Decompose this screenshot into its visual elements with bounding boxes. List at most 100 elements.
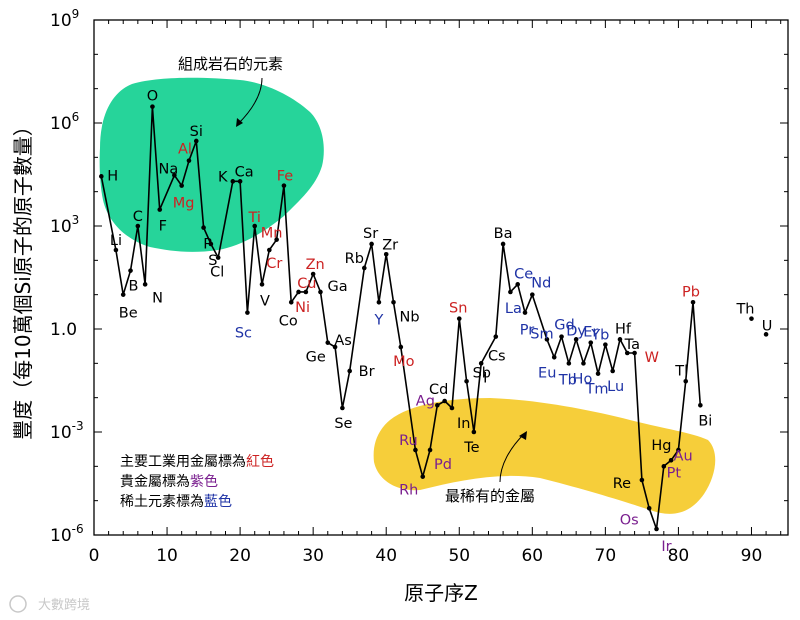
label-eu: Eu <box>538 365 556 381</box>
label-si: Si <box>190 124 203 140</box>
point-ta <box>624 350 630 356</box>
label-v: V <box>260 293 270 309</box>
point-si <box>193 138 199 144</box>
rock-forming-region <box>99 77 324 252</box>
point-bi <box>698 402 703 408</box>
label-nb: Nb <box>400 309 420 325</box>
point-rh <box>420 474 426 479</box>
x-tick-label: 40 <box>375 546 397 566</box>
point-u <box>763 332 769 337</box>
label-la: La <box>505 301 522 317</box>
point-er <box>588 340 594 345</box>
abundance-line <box>100 105 702 530</box>
label-na: Na <box>158 161 178 177</box>
label-ti: Ti <box>247 210 260 226</box>
label-rh: Rh <box>399 483 418 499</box>
watermark: 大數跨境 <box>9 595 90 613</box>
point-zr <box>383 251 389 257</box>
label-yb: Yb <box>590 328 609 344</box>
label-mo: Mo <box>393 354 415 370</box>
label-i: I <box>483 370 487 386</box>
label-lu: Lu <box>607 379 624 395</box>
label-w: W <box>645 350 659 366</box>
label-p: P <box>203 237 212 253</box>
label-b: B <box>129 279 139 295</box>
point-tl <box>683 378 689 384</box>
label-se: Se <box>334 416 352 432</box>
point-ni <box>296 289 301 295</box>
label-fe: Fe <box>277 169 294 185</box>
point-sb <box>464 378 469 384</box>
point-as <box>332 344 338 350</box>
x-tick-label: 60 <box>521 546 543 566</box>
point-na <box>172 172 177 178</box>
label-cl: Cl <box>210 265 224 281</box>
point-ho <box>581 361 586 366</box>
label-pt: Pt <box>667 465 682 481</box>
point-se <box>340 405 345 411</box>
label-ga: Ga <box>327 279 347 295</box>
plot-frame <box>93 19 789 536</box>
point-rb <box>361 265 367 271</box>
y-axis-title: 豐度（每10萬個Si原子的原子數量） <box>11 116 35 440</box>
y-tick-label: 103 <box>50 213 79 237</box>
point-ag <box>435 402 440 408</box>
label-os: Os <box>620 512 639 528</box>
point-k <box>230 179 236 184</box>
point-tm <box>595 371 601 376</box>
label-as: As <box>334 333 351 349</box>
point-mo <box>398 344 404 350</box>
label-li: Li <box>110 233 122 249</box>
point-hf <box>617 337 623 342</box>
point-th <box>749 316 754 321</box>
label-sn: Sn <box>449 301 467 317</box>
label-rb: Rb <box>345 251 364 267</box>
label-in: In <box>457 416 470 432</box>
label-co: Co <box>279 313 298 329</box>
point-y <box>376 299 382 305</box>
point-b <box>128 268 133 273</box>
x-tick-label: 20 <box>229 546 251 566</box>
point-yb <box>603 342 608 347</box>
point-ti <box>252 223 258 229</box>
point-cr <box>267 247 272 253</box>
label-ge: Ge <box>306 350 326 366</box>
point-nb <box>391 299 396 305</box>
rock-region-arrow <box>237 77 263 125</box>
y-tick-label: 106 <box>50 110 79 134</box>
point-ce <box>515 282 521 287</box>
point-n <box>142 282 148 287</box>
point-o <box>150 104 155 109</box>
label-cd: Cd <box>429 382 448 398</box>
label-ba: Ba <box>494 226 513 242</box>
point-zn <box>310 271 316 277</box>
label-cr: Cr <box>266 256 282 272</box>
label-sb: Sb <box>473 365 491 381</box>
point-gd <box>559 334 564 339</box>
point-in <box>449 405 455 411</box>
y-tick-label: 1.0 <box>50 320 77 340</box>
rare-region-label: 最稀有的金屬 <box>445 487 535 505</box>
label-mg: Mg <box>173 196 195 212</box>
x-tick-label: 0 <box>89 546 100 566</box>
point-hg <box>676 447 681 453</box>
point-s <box>208 241 214 247</box>
point-ba <box>500 241 506 247</box>
point-h <box>99 174 104 179</box>
label-be: Be <box>119 306 138 322</box>
point-fe <box>281 183 287 188</box>
label-tm: Tm <box>585 382 609 398</box>
rare-metals-region <box>373 398 716 514</box>
point-cd <box>442 398 447 404</box>
point-ru <box>413 447 418 453</box>
label-k: K <box>218 169 228 185</box>
x-tick-label: 10 <box>156 546 178 566</box>
label-sc: Sc <box>235 326 252 342</box>
label-re: Re <box>613 476 631 492</box>
point-br <box>347 368 352 374</box>
rock-region-label: 組成岩石的元素 <box>178 55 283 73</box>
point-re <box>639 477 645 483</box>
point-au <box>668 457 674 463</box>
point-sc <box>245 310 250 315</box>
